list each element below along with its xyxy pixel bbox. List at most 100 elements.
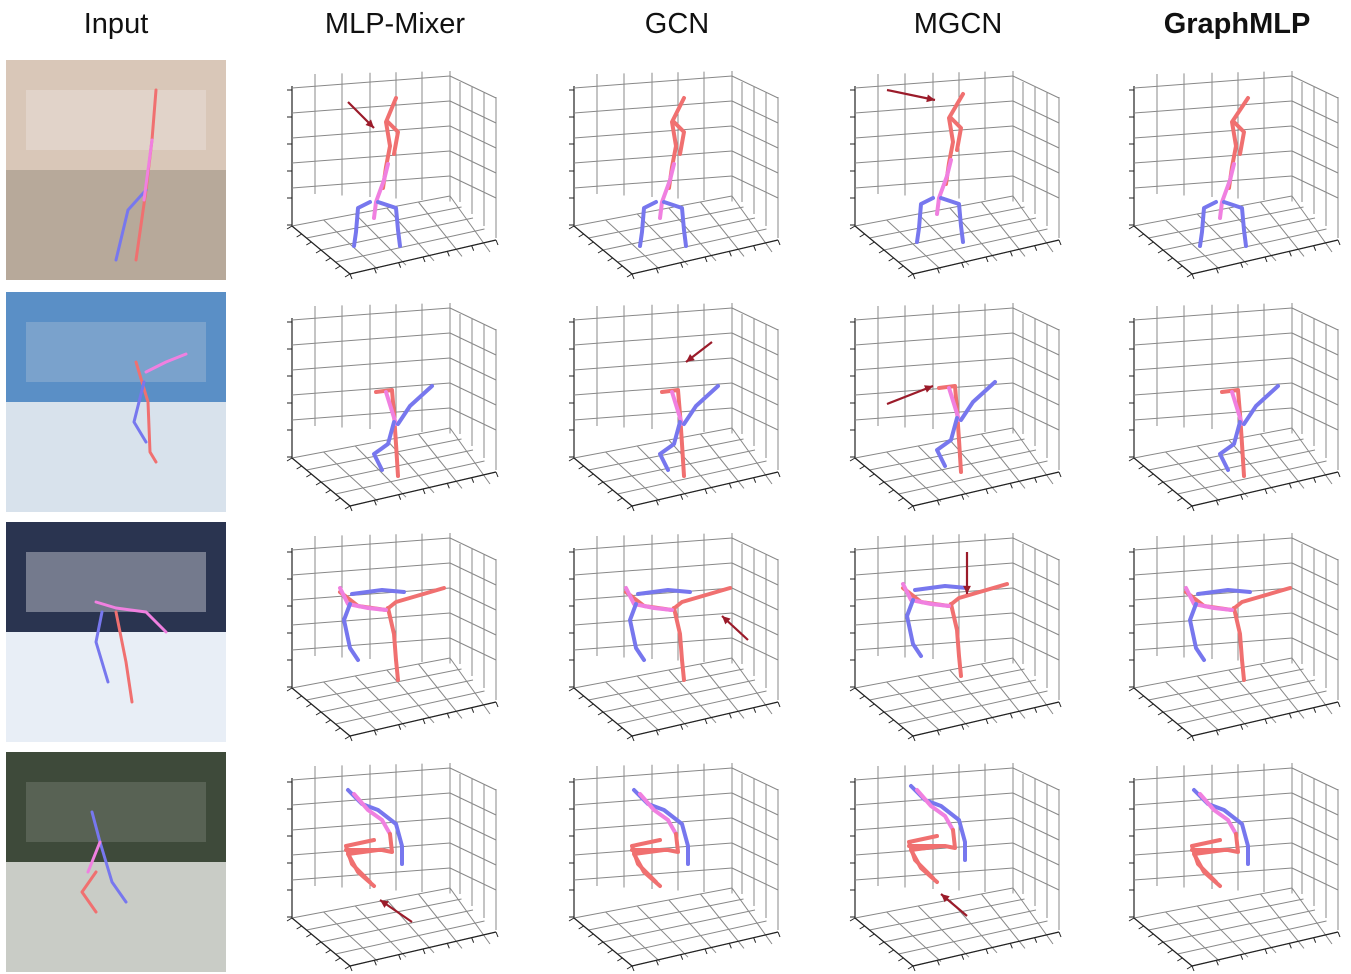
input-photo xyxy=(6,60,226,280)
pose-plot-gcn xyxy=(562,754,792,974)
col-header-mlp-mixer: MLP-Mixer xyxy=(324,8,466,40)
skeleton-bone xyxy=(344,832,394,854)
skeleton xyxy=(1218,384,1280,478)
pose-plot-mlp-mixer xyxy=(280,294,510,514)
axes-grid xyxy=(286,763,499,972)
skeleton xyxy=(901,582,1009,678)
error-arrow xyxy=(886,384,934,406)
skeleton-bone xyxy=(1198,792,1238,836)
axes-grid xyxy=(568,71,781,280)
skeleton-bone xyxy=(1232,120,1246,156)
input-photo xyxy=(6,752,226,972)
skeleton-bone xyxy=(1190,832,1240,854)
skeleton xyxy=(1198,96,1250,248)
skeleton-bone xyxy=(959,380,997,422)
input-photo xyxy=(6,522,226,742)
skeleton xyxy=(907,784,967,884)
skeleton-bone xyxy=(1198,200,1218,248)
skeleton xyxy=(658,384,720,478)
pose-plot-mlp-mixer xyxy=(280,754,510,974)
skeleton-bone xyxy=(630,832,680,854)
skeleton-bone xyxy=(134,360,158,464)
axes-grid xyxy=(286,533,499,742)
error-arrow xyxy=(963,552,971,594)
skeleton-bone xyxy=(1192,848,1226,888)
axes-grid xyxy=(1128,303,1341,512)
skeleton-bone xyxy=(624,586,674,612)
axes-grid xyxy=(568,303,781,512)
axes-grid xyxy=(1128,763,1341,972)
skeleton-bone xyxy=(142,138,154,202)
skeleton xyxy=(935,380,997,474)
axes-grid xyxy=(1128,533,1341,742)
skeleton xyxy=(372,384,434,478)
skeleton-bone xyxy=(144,352,188,374)
axes-grid xyxy=(1128,71,1341,280)
skeleton-bone xyxy=(638,200,658,248)
pose-plot-mlp-mixer xyxy=(280,62,510,282)
pose-plot-mgcn xyxy=(843,524,1073,744)
skeleton-bone xyxy=(682,384,720,426)
axes-grid xyxy=(286,71,499,280)
axes-grid xyxy=(849,763,1062,972)
skeleton-bone xyxy=(1196,588,1252,596)
skeleton-bone xyxy=(935,416,959,468)
pose-plot-gcn xyxy=(562,294,792,514)
skeleton-bone xyxy=(372,420,396,472)
error-arrow xyxy=(347,101,375,129)
skeleton-bone xyxy=(949,116,963,152)
skeleton xyxy=(1184,586,1292,682)
error-arrow xyxy=(721,615,749,641)
skeleton xyxy=(352,96,402,248)
pose-plot-graphmlp xyxy=(1122,294,1351,514)
error-arrow xyxy=(886,88,936,103)
error-arrow xyxy=(379,899,413,923)
skeleton-bone xyxy=(949,602,963,678)
skeleton-bone xyxy=(386,606,400,682)
skeleton-bone xyxy=(913,584,969,592)
skeleton-bone xyxy=(350,588,406,596)
skeleton-bone xyxy=(1184,586,1234,612)
pose-plot-mgcn xyxy=(843,754,1073,974)
skeleton-bone xyxy=(386,120,400,156)
axes-grid xyxy=(849,533,1062,742)
axes-grid xyxy=(849,71,1062,280)
skeleton-bone xyxy=(901,582,951,608)
skeleton-bone xyxy=(907,828,957,850)
skeleton-bone xyxy=(342,602,360,662)
skeleton-bone xyxy=(1230,390,1244,426)
skeleton xyxy=(915,92,965,244)
skeleton xyxy=(1190,788,1250,888)
skeleton-bone xyxy=(94,600,168,634)
skeleton-bone xyxy=(939,196,965,244)
skeleton-bone xyxy=(658,420,682,472)
skeleton-bone xyxy=(346,848,380,888)
pose-plot-gcn xyxy=(562,524,792,744)
error-arrow xyxy=(685,341,713,363)
pose-plot-graphmlp xyxy=(1122,62,1351,282)
col-header-gcn: GCN xyxy=(644,8,710,40)
skeleton-bone xyxy=(935,158,953,216)
skeleton xyxy=(638,96,688,248)
col-header-input: Input xyxy=(83,8,149,40)
skeleton-bone xyxy=(86,840,102,874)
col-header-mgcn: MGCN xyxy=(913,8,1003,40)
skeleton-bone xyxy=(114,610,134,704)
pose-plot-graphmlp xyxy=(1122,524,1351,744)
pose-plot-mgcn xyxy=(843,294,1073,514)
pose-plot-graphmlp xyxy=(1122,754,1351,974)
pose-plot-gcn xyxy=(562,62,792,282)
skeleton-bone xyxy=(947,386,961,422)
skeleton-bone xyxy=(352,200,372,248)
skeleton-bone xyxy=(915,788,955,832)
skeleton-bone xyxy=(662,200,688,248)
axes-grid xyxy=(849,303,1062,512)
col-header-graphmlp: GraphMLP xyxy=(1163,8,1311,40)
skeleton-bone xyxy=(905,598,923,658)
skeleton-bone xyxy=(909,844,943,884)
skeleton-bone xyxy=(915,196,935,244)
skeleton-bone xyxy=(372,162,390,220)
axes-grid xyxy=(568,533,781,742)
skeleton-bone xyxy=(376,200,402,248)
skeleton-bone xyxy=(1188,602,1206,662)
